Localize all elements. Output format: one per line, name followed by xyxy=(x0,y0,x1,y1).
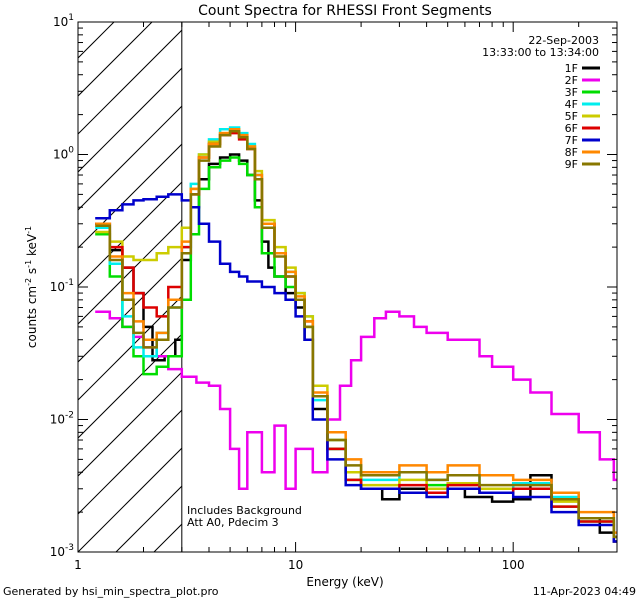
hatch-line xyxy=(78,22,153,97)
axis-ticks: 1 10 100 10-3 10-2 10-1 100 101 xyxy=(50,13,618,572)
hatch-line xyxy=(78,219,182,325)
legend-label-1F: 1F xyxy=(565,62,578,75)
hatched-region xyxy=(78,22,640,552)
time-range-label: 13:33:00 to 13:34:00 xyxy=(482,46,599,59)
hatch-line xyxy=(78,67,182,173)
hatch-line xyxy=(78,409,182,515)
series-line-8F xyxy=(95,128,617,534)
legend-label-3F: 3F xyxy=(565,86,578,99)
chart-title: Count Spectra for RHESSI Front Segments xyxy=(198,3,492,19)
series-line-9F xyxy=(95,129,617,539)
y-tick-label: 10-1 xyxy=(50,278,74,294)
hatch-line xyxy=(534,22,640,552)
legend-label-5F: 5F xyxy=(565,110,578,123)
y-tick-label: 10-3 xyxy=(50,543,74,559)
legend-label-8F: 8F xyxy=(565,146,578,159)
hatch-line xyxy=(78,143,182,249)
series-line-2F xyxy=(95,310,617,491)
y-tick-label: 101 xyxy=(53,13,74,29)
hatch-line xyxy=(78,29,182,135)
footer-timestamp: 11-Apr-2023 04:49 xyxy=(533,585,636,598)
hatch-line xyxy=(78,257,182,363)
y-tick-label: 100 xyxy=(53,146,74,162)
x-tick-label: 100 xyxy=(502,558,525,572)
x-tick-label: 10 xyxy=(288,558,303,572)
legend-label-9F: 9F xyxy=(565,158,578,171)
x-axis-label: Energy (keV) xyxy=(306,575,383,589)
annotation-background: Includes Background xyxy=(187,504,302,517)
x-tick-label: 1 xyxy=(74,558,82,572)
series-line-7F xyxy=(95,193,617,543)
hatch-line xyxy=(78,447,182,552)
hatch-line xyxy=(78,105,182,211)
footer-generated-by: Generated by hsi_min_spectra_plot.pro xyxy=(3,585,219,598)
legend-label-4F: 4F xyxy=(565,98,578,111)
y-axis-label: counts cm-2 s-1 keV-1 xyxy=(24,226,39,348)
legend-label-2F: 2F xyxy=(565,74,578,87)
y-tick-label: 10-2 xyxy=(50,411,74,427)
annotation-attenuator: Att A0, Pdecim 3 xyxy=(187,516,279,529)
series-lines xyxy=(95,126,617,543)
date-label: 22-Sep-2003 xyxy=(528,34,599,47)
legend-label-7F: 7F xyxy=(565,134,578,147)
hatch-line xyxy=(572,22,640,552)
legend-label-6F: 6F xyxy=(565,122,578,135)
hatch-line xyxy=(78,371,182,477)
